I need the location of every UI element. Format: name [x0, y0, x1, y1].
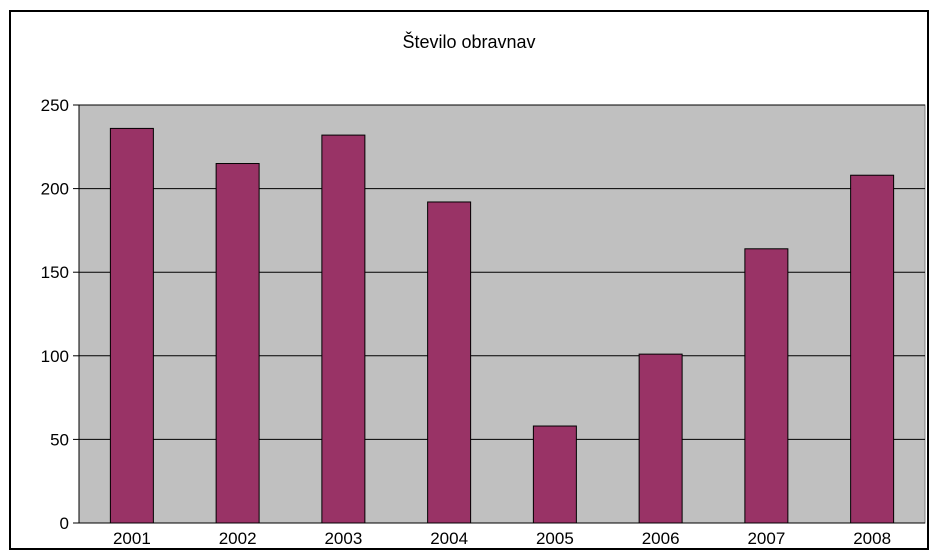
y-tick-label: 250: [41, 96, 69, 115]
y-tick-label: 200: [41, 180, 69, 199]
bar-2007: [744, 248, 789, 524]
y-axis-ticks: 0 50 100 150 200 250: [41, 96, 79, 533]
bar-2005: [532, 425, 577, 524]
x-tick-label: 2007: [747, 529, 785, 548]
bar-2006: [638, 353, 683, 524]
x-tick-label: 2004: [430, 529, 468, 548]
bar-2003: [321, 134, 366, 524]
y-tick-label: 100: [41, 347, 69, 366]
x-tick-label: 2008: [853, 529, 891, 548]
bar-2002: [215, 163, 260, 524]
bar-2004: [427, 201, 472, 524]
y-tick-label: 150: [41, 263, 69, 282]
chart-title: Število obravnav: [402, 31, 535, 52]
x-tick-label: 2006: [642, 529, 680, 548]
y-tick-label: 50: [50, 430, 69, 449]
bar-2008: [850, 174, 895, 524]
x-axis-ticks: 2001 2002 2003 2004 2005 2006 2007 2008: [113, 529, 891, 548]
x-tick-label: 2003: [324, 529, 362, 548]
x-tick-label: 2001: [113, 529, 151, 548]
bars: [109, 127, 895, 524]
plot-area: [78, 104, 926, 524]
bar-2001: [109, 127, 154, 524]
x-tick-label: 2005: [536, 529, 574, 548]
y-tick-label: 0: [60, 514, 69, 533]
x-tick-label: 2002: [219, 529, 257, 548]
